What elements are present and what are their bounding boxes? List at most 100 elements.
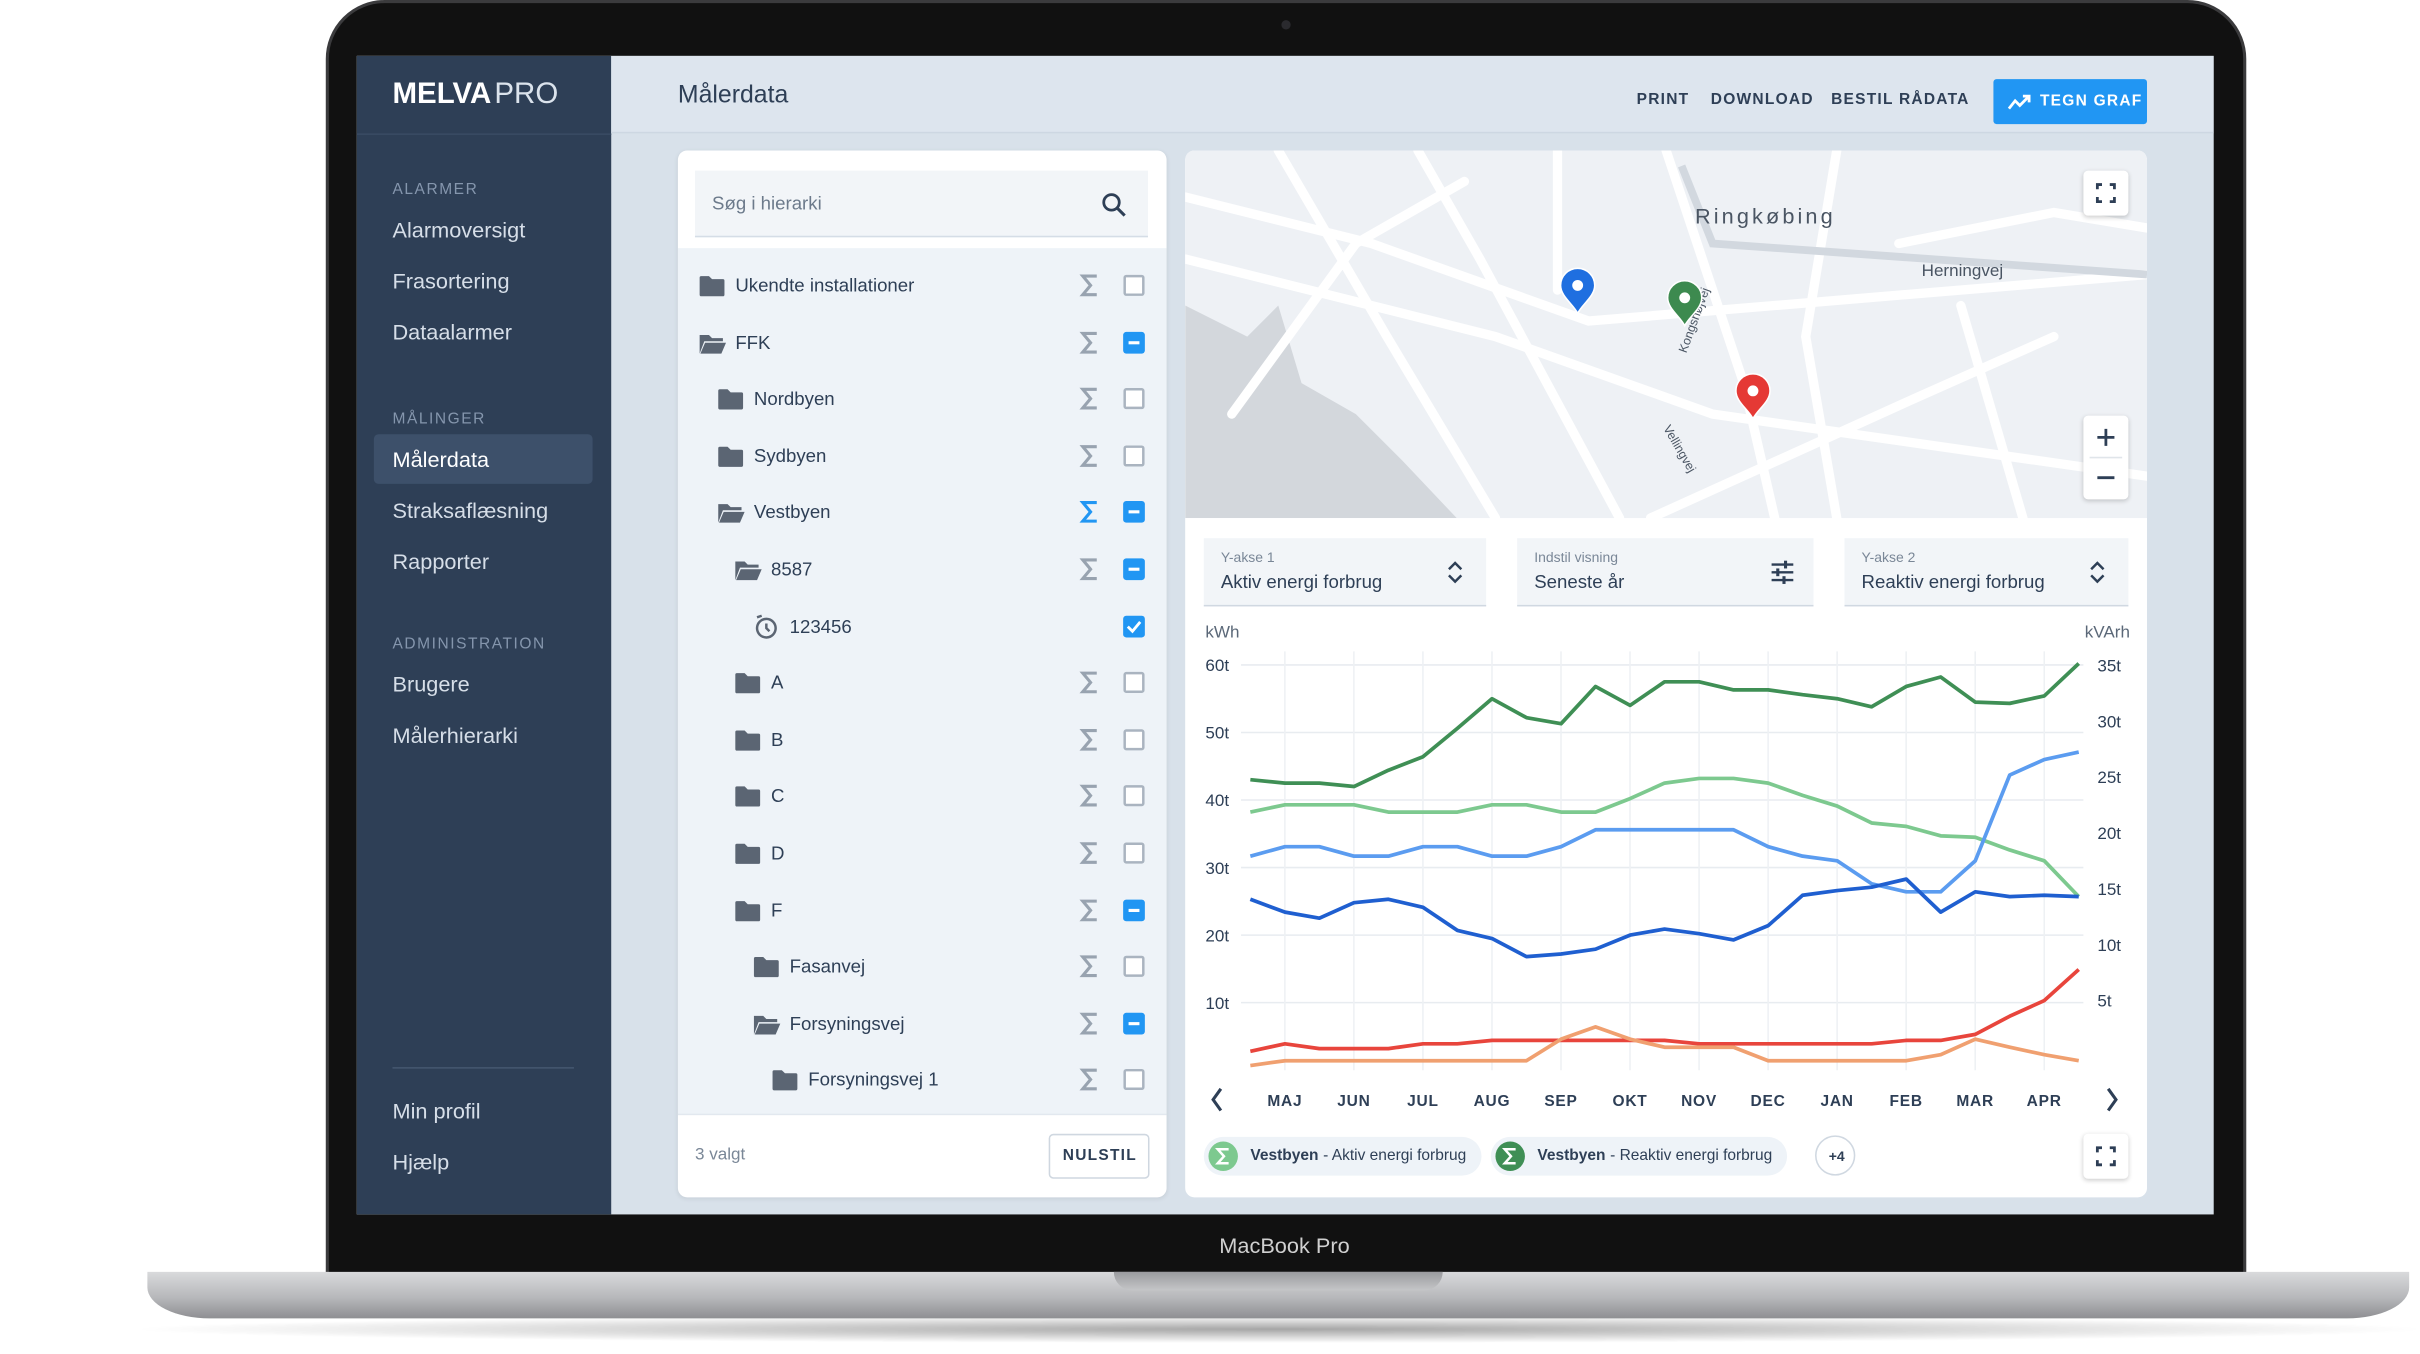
tree-row[interactable]: 123456 <box>678 598 1167 654</box>
reset-button[interactable]: NULSTIL <box>1048 1133 1150 1179</box>
map-pin-dot <box>1572 279 1584 291</box>
sigma-icon <box>1079 501 1097 524</box>
tree-row[interactable]: Forsyningsvej 1 <box>678 1052 1167 1108</box>
legend-icon <box>1208 1141 1238 1172</box>
tree-row[interactable]: D <box>678 825 1167 881</box>
tree-row[interactable]: Sydbyen <box>678 428 1167 484</box>
sigma-icon <box>1079 728 1097 751</box>
series-line <box>1249 750 2080 894</box>
header-action[interactable]: PRINT <box>1636 91 1690 109</box>
map-pin <box>1735 373 1771 421</box>
sigma-icon <box>1079 898 1097 921</box>
search-box[interactable]: Søg i hierarki <box>694 170 1148 238</box>
tree-icon <box>772 1070 798 1091</box>
map-label: Herningvej <box>1922 261 2004 280</box>
series-line <box>1249 877 2079 959</box>
tree-row[interactable]: F <box>678 882 1167 938</box>
sidebar-active-bg <box>373 434 593 484</box>
tree-row[interactable]: Vestbyen <box>678 485 1167 541</box>
sidebar-item[interactable]: Målerdata <box>392 446 490 472</box>
screen: MELVA PRO ALARMER Alarmoversigt Frasortering… <box>356 55 2214 1215</box>
control-label: Indstil visning <box>1534 549 1619 566</box>
folder-icon <box>753 957 779 978</box>
tree-label: 123456 <box>789 615 852 637</box>
legend-more[interactable]: +4 <box>1815 1135 1856 1176</box>
chart-control[interactable]: Indstil visning Seneste år <box>1517 538 1814 607</box>
x-tick-label: JUN <box>1337 1093 1370 1110</box>
sidebar-item[interactable]: Dataalarmer <box>392 319 512 345</box>
tree-label: Ukendte installationer <box>735 274 915 297</box>
open-folder-icon <box>718 504 745 524</box>
sidebar-item[interactable]: Straksaflæsning <box>392 497 549 523</box>
map-road <box>1227 176 1470 419</box>
sigma-icon <box>1079 444 1097 467</box>
control-icon <box>1771 560 1794 584</box>
y-tick-label: 50t <box>1205 724 1229 743</box>
sidebar-footer-item[interactable]: Hjælp <box>392 1149 450 1175</box>
folder-icon <box>735 843 761 864</box>
header-action[interactable]: BESTIL RÅDATA <box>1831 91 1970 109</box>
sigma-shape <box>1079 955 1097 978</box>
chart-control[interactable]: Y-akse 2 Reaktiv energi forbrug <box>1844 538 2129 607</box>
map-road <box>1894 207 2147 249</box>
sigma-icon <box>1079 955 1097 978</box>
checkbox <box>1123 728 1145 751</box>
sigma-shape <box>1079 898 1097 921</box>
legend-site: Vestbyen <box>1537 1146 1606 1165</box>
y2-tick-label: 5t <box>2097 992 2111 1011</box>
control-icon <box>2090 561 2105 584</box>
tree-label: Sydbyen <box>753 444 827 467</box>
sidebar-item[interactable]: Brugere <box>392 671 470 697</box>
map-label: Ringkøbing <box>1695 203 1836 228</box>
y2-tick-label: 30t <box>2097 712 2121 731</box>
sidebar-footer-item[interactable]: Min profil <box>392 1098 481 1123</box>
tree-row[interactable]: C <box>678 768 1167 824</box>
tree-row[interactable]: B <box>678 712 1167 768</box>
selected-count: 3 valgt <box>694 1145 746 1165</box>
tree-row[interactable]: 8587 <box>678 541 1167 597</box>
y-tick-label: 40t <box>1205 791 1229 810</box>
sigma-icon <box>1079 1069 1097 1091</box>
sidebar-item[interactable]: Frasortering <box>392 268 510 294</box>
sidebar-item[interactable]: Rapporter <box>392 549 490 574</box>
control-value: Aktiv energi forbrug <box>1220 570 1383 593</box>
sidebar-item[interactable]: Målerhierarki <box>392 722 519 748</box>
header-action[interactable]: DOWNLOAD <box>1710 91 1814 109</box>
legend-chip[interactable]: Vestbyen - Aktiv energi forbrug <box>1203 1136 1482 1176</box>
sigma-shape <box>1079 274 1097 297</box>
tree-label: A <box>770 671 784 694</box>
updown-icon <box>1448 561 1463 584</box>
legend-chip[interactable]: Vestbyen - Reaktiv energi forbrug <box>1490 1136 1788 1176</box>
sidebar-heading: ALARMER <box>392 181 479 199</box>
tree-icon <box>718 446 744 467</box>
tree-row[interactable]: FFK <box>678 314 1167 370</box>
folder-icon <box>718 389 744 410</box>
x-tick-label: NOV <box>1681 1093 1717 1110</box>
tree-row[interactable]: Ukendte installationer <box>678 257 1167 313</box>
control-value: Reaktiv energi forbrug <box>1861 570 2045 593</box>
x-tick-label: MAR <box>1956 1093 1994 1110</box>
tree-row[interactable]: A <box>678 655 1167 711</box>
zoom-control[interactable] <box>2083 415 2129 500</box>
sidebar-item[interactable]: Alarmoversigt <box>392 217 526 242</box>
tree-row[interactable]: Forsyningsvej <box>678 995 1167 1051</box>
updown-icon <box>2090 561 2105 584</box>
folder-icon <box>699 276 725 297</box>
next-arrow[interactable] <box>2106 1087 2120 1112</box>
fullscreen-glyph <box>2095 1146 2116 1167</box>
tree-panel: Søg i hierarki Ukendte installationer FFK N… <box>677 150 1167 1198</box>
logo: MELVA PRO <box>392 80 558 109</box>
primary-button[interactable]: TEGN GRAF <box>1993 79 2147 125</box>
sigma-shape <box>1079 785 1097 808</box>
tree-row[interactable]: Fasanvej <box>678 939 1167 995</box>
checkbox-box <box>1123 388 1145 410</box>
camera <box>1281 20 1291 30</box>
tree-icon <box>753 1015 781 1035</box>
checkbox <box>1123 501 1145 524</box>
chart-fullscreen-button[interactable] <box>2083 1133 2129 1179</box>
tree-row[interactable]: Nordbyen <box>678 371 1167 427</box>
chart-control[interactable]: Y-akse 1 Aktiv energi forbrug <box>1203 538 1487 607</box>
prev-arrow[interactable] <box>1211 1087 1225 1112</box>
fullscreen-icon <box>2095 1146 2116 1167</box>
map-fullscreen-button[interactable] <box>2083 170 2129 216</box>
